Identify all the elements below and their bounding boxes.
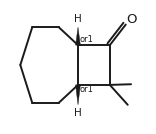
Polygon shape	[76, 85, 80, 105]
Text: H: H	[74, 108, 82, 118]
Text: or1: or1	[80, 85, 94, 94]
Text: O: O	[126, 13, 136, 26]
Text: H: H	[74, 14, 82, 24]
Text: or1: or1	[80, 36, 94, 44]
Polygon shape	[76, 27, 80, 45]
